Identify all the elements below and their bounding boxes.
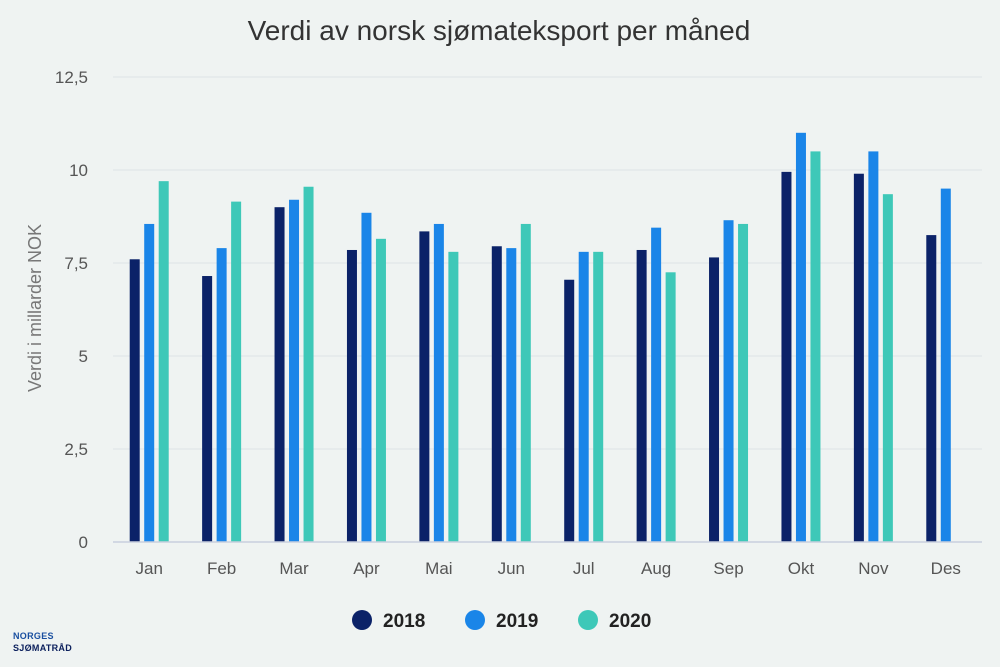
y-tick-label: 2,5 [64,440,88,459]
legend: 2018 2019 2020 [352,610,651,632]
bar-2019-feb [216,248,227,542]
x-tick-label: Jan [135,559,162,578]
bar-2020-nov [882,194,893,542]
bar-2018-jul [564,279,575,542]
bar-2018-mar [274,207,285,542]
gridlines [113,76,982,450]
x-tick-label: Okt [788,559,815,578]
bar-2019-sep [723,220,734,542]
chart-title: Verdi av norsk sjømateksport per måned [248,15,751,46]
bar-2019-jan [144,223,155,542]
bar-2020-apr [375,238,386,542]
logo-line1: NORGES [13,631,54,641]
y-tick-label: 0 [79,533,88,552]
bar-2018-feb [202,276,213,542]
bar-2019-nov [868,151,879,542]
bar-2020-aug [665,272,676,542]
bar-2020-mai [448,251,459,542]
bar-2020-okt [810,151,821,542]
legend-label-2019: 2019 [496,611,538,632]
bar-2020-jan [158,181,169,542]
y-axis-ticks: 0 2,5 5 7,5 10 12,5 [55,68,88,552]
legend-marker-2018 [352,610,372,630]
x-tick-label: Aug [641,559,671,578]
x-tick-label: Feb [207,559,236,578]
bar-2018-jun [491,246,502,542]
bar-2019-mai [433,223,444,542]
bar-2020-sep [738,223,749,542]
bar-2018-mai [419,231,430,542]
legend-label-2018: 2018 [383,611,425,632]
x-tick-label: Jun [498,559,525,578]
norges-sjomatrad-logo: NORGES SJØMATRÅD [13,631,72,653]
x-tick-label: Nov [858,559,889,578]
x-tick-label: Mar [279,559,309,578]
x-tick-label: Jul [573,559,595,578]
bar-2019-jun [506,248,517,542]
bars [129,132,951,543]
bar-2019-aug [651,227,662,542]
x-tick-label: Mai [425,559,452,578]
y-tick-label: 12,5 [55,68,88,87]
y-axis-label: Verdi i millarder NOK [25,224,45,392]
bar-2018-aug [636,249,647,543]
bar-2019-des [940,188,951,542]
x-tick-label: Des [931,559,961,578]
x-tick-label: Apr [353,559,380,578]
bar-2020-mar [303,186,314,543]
bar-2018-okt [781,171,792,543]
legend-marker-2019 [465,610,485,630]
bar-2018-jan [129,259,140,542]
bar-2018-apr [346,249,357,543]
x-tick-label: Sep [713,559,743,578]
bar-2019-apr [361,212,372,542]
bar-2020-jul [593,251,604,542]
x-axis-ticks: Jan Feb Mar Apr Mai Jun Jul Aug Sep Okt Nov Des [135,559,960,578]
bar-2018-nov [853,173,864,542]
bar-2019-mar [289,199,300,542]
bar-2018-sep [709,257,720,542]
bar-2020-feb [231,201,242,542]
y-tick-label: 7,5 [64,254,88,273]
y-tick-label: 5 [79,347,88,366]
y-tick-label: 10 [69,161,88,180]
bar-2019-okt [795,132,806,543]
bar-2018-des [926,235,937,542]
logo-line2: SJØMATRÅD [13,643,72,653]
bar-2020-jun [520,223,531,542]
bar-2019-jul [578,251,589,542]
legend-label-2020: 2020 [609,611,651,632]
legend-marker-2020 [578,610,598,630]
